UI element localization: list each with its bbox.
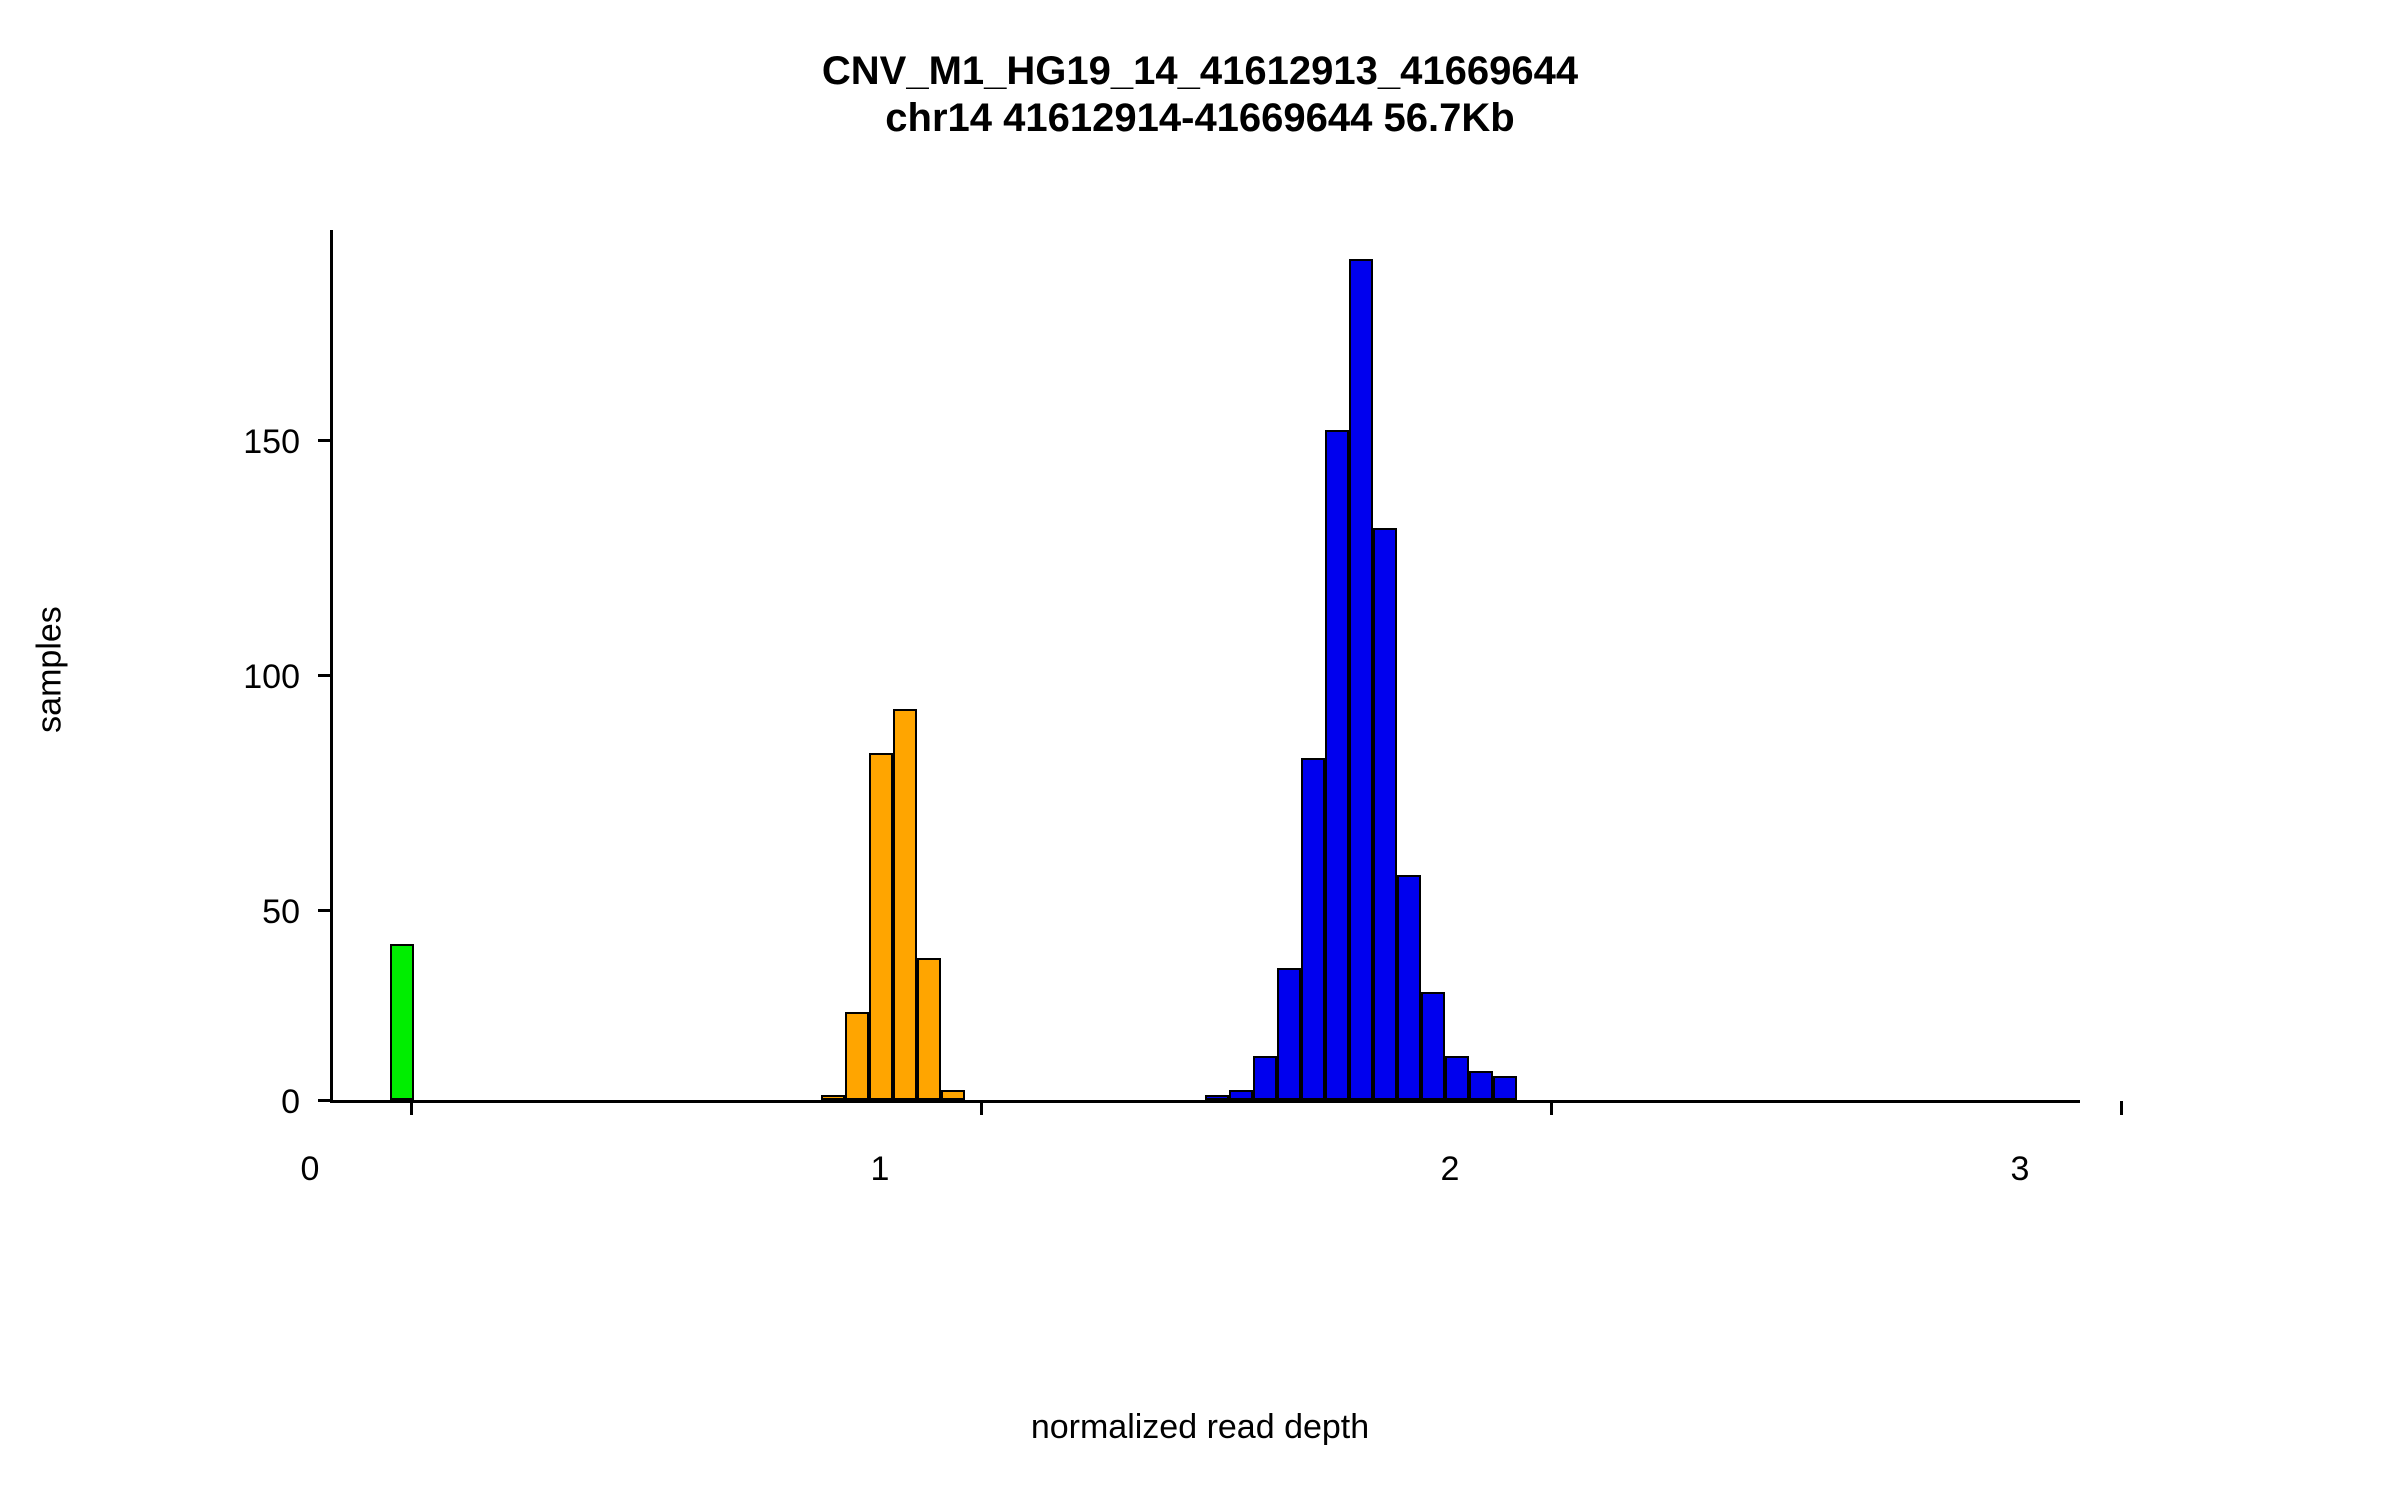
histogram-bar-copy-number-1: [917, 958, 941, 1100]
y-tick-mark-0: [318, 1099, 330, 1102]
y-tick-mark-50: [318, 909, 330, 912]
histogram-bar-copy-number-2: [1445, 1056, 1469, 1100]
x-tick-mark-1: [980, 1101, 983, 1115]
histogram-bar-copy-number-1: [893, 709, 917, 1100]
x-axis-line: [330, 1100, 2080, 1103]
histogram-bar-copy-number-0: [390, 944, 414, 1100]
histogram-chart: CNV_M1_HG19_14_41612913_41669644 chr14 4…: [0, 0, 2400, 1500]
y-tick-50: 50: [190, 893, 300, 932]
x-tick-mark-2: [1550, 1101, 1553, 1115]
histogram-bar-copy-number-2: [1373, 528, 1397, 1100]
x-tick-mark-0: [410, 1101, 413, 1115]
histogram-bar-copy-number-2: [1397, 875, 1421, 1100]
y-tick-mark-150: [318, 439, 330, 442]
histogram-bar-copy-number-2: [1349, 259, 1373, 1100]
y-tick-100: 100: [190, 658, 300, 697]
y-tick-150: 150: [190, 423, 300, 462]
histogram-bar-copy-number-2: [1253, 1056, 1277, 1100]
histogram-bar-copy-number-2: [1277, 968, 1301, 1100]
histogram-bar-copy-number-1: [821, 1095, 845, 1100]
y-tick-0: 0: [190, 1083, 300, 1122]
x-tick-1: 1: [850, 1150, 910, 1189]
x-tick-3: 3: [1990, 1150, 2050, 1189]
histogram-bar-copy-number-1: [869, 753, 893, 1100]
histogram-bar-copy-number-2: [1469, 1071, 1493, 1100]
y-axis-label: samples: [31, 470, 70, 870]
bars-container: [330, 230, 2080, 1100]
histogram-bar-copy-number-2: [1493, 1076, 1517, 1100]
histogram-bar-copy-number-1: [845, 1012, 869, 1100]
plot-area: [330, 230, 2080, 1100]
x-tick-0: 0: [280, 1150, 340, 1189]
histogram-bar-copy-number-2: [1205, 1095, 1229, 1100]
histogram-bar-copy-number-2: [1229, 1090, 1253, 1100]
x-tick-mark-3: [2120, 1101, 2123, 1115]
histogram-bar-copy-number-2: [1325, 430, 1349, 1100]
histogram-bar-copy-number-2: [1421, 992, 1445, 1100]
y-tick-mark-100: [318, 674, 330, 677]
histogram-bar-copy-number-1: [941, 1090, 965, 1100]
x-tick-2: 2: [1420, 1150, 1480, 1189]
x-axis-label: normalized read depth: [0, 1408, 2400, 1447]
chart-title-line1: CNV_M1_HG19_14_41612913_41669644: [0, 48, 2400, 94]
chart-title-line2: chr14 41612914-41669644 56.7Kb: [0, 95, 2400, 141]
histogram-bar-copy-number-2: [1301, 758, 1325, 1100]
